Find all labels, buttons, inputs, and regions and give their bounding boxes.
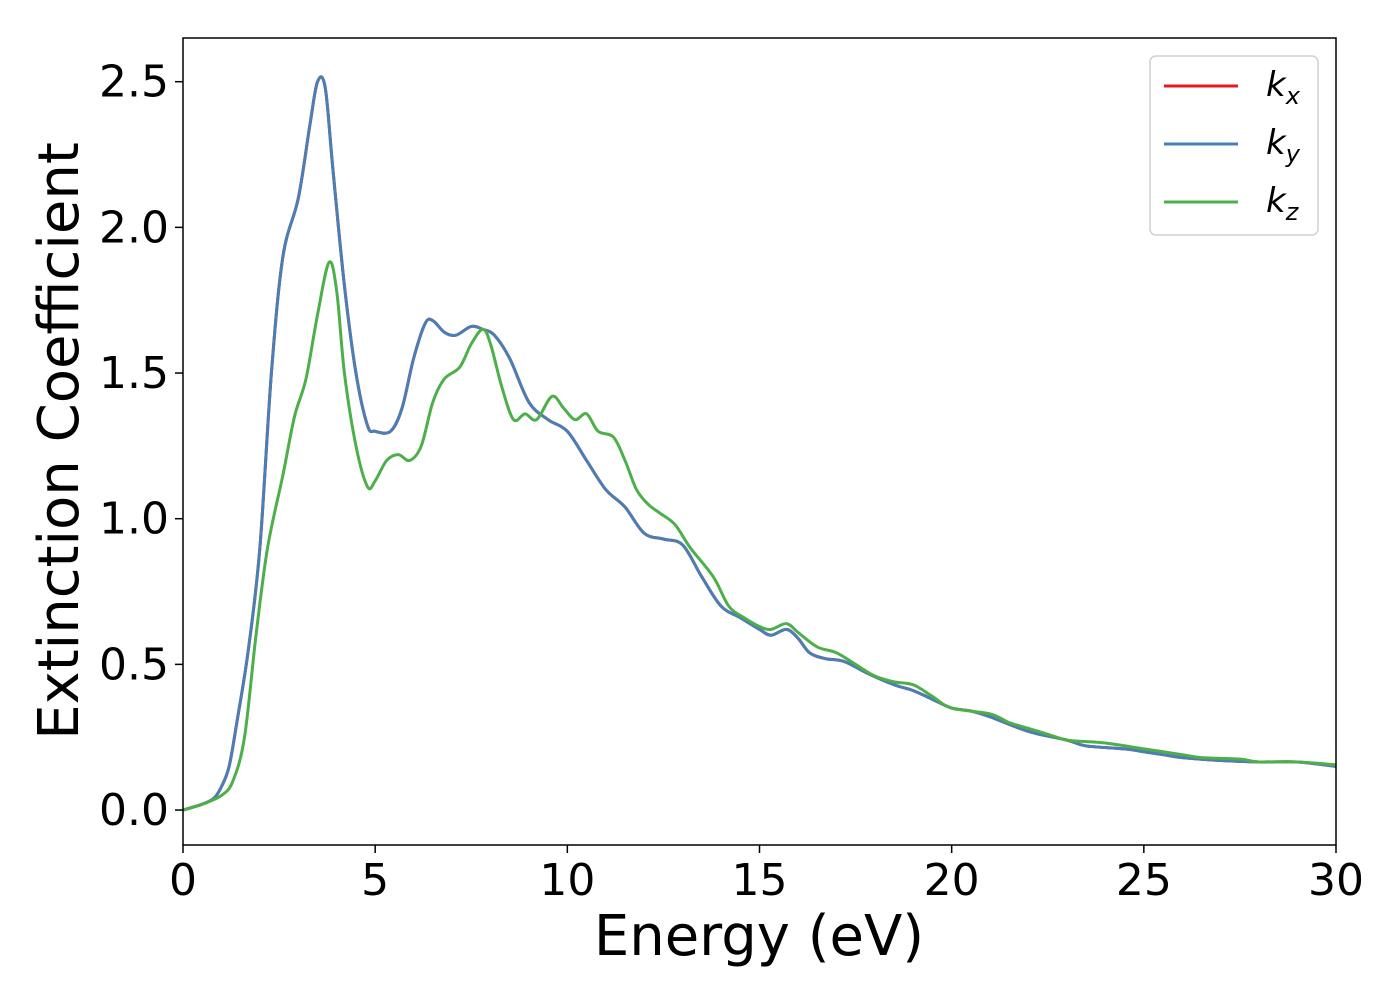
- legend-label-x: kx: [1266, 65, 1301, 110]
- series-layer: [182, 75, 1337, 812]
- x-tick-label: 0: [169, 855, 197, 906]
- x-tick-label: 30: [1308, 855, 1364, 906]
- x-tick-label: 10: [539, 855, 595, 906]
- y-axis-label: Extinction Coefficient: [27, 142, 92, 740]
- x-tick-label: 20: [924, 855, 980, 906]
- legend-label-z: kz: [1266, 181, 1300, 226]
- x-axis: 0 5 10 15 20 25 30: [169, 845, 1364, 906]
- y-tick-label: 1.5: [99, 348, 169, 399]
- legend-label-y: ky: [1266, 123, 1301, 168]
- series-line-y: [182, 75, 1337, 812]
- x-tick-label: 5: [361, 855, 389, 906]
- y-tick-label: 0.5: [99, 639, 169, 690]
- x-axis-label: Energy (eV): [594, 904, 924, 969]
- y-tick-label: 1.0: [99, 494, 169, 545]
- legend: kx ky kz: [1149, 55, 1319, 236]
- series-line-z: [182, 260, 1337, 812]
- x-tick-label: 15: [732, 855, 788, 906]
- y-tick-label: 2.0: [99, 202, 169, 253]
- y-axis: 0.0 0.5 1.0 1.5 2.0 2.5: [99, 57, 183, 836]
- y-tick-label: 0.0: [99, 785, 169, 836]
- x-tick-label: 25: [1116, 855, 1172, 906]
- y-tick-label: 2.5: [99, 57, 169, 108]
